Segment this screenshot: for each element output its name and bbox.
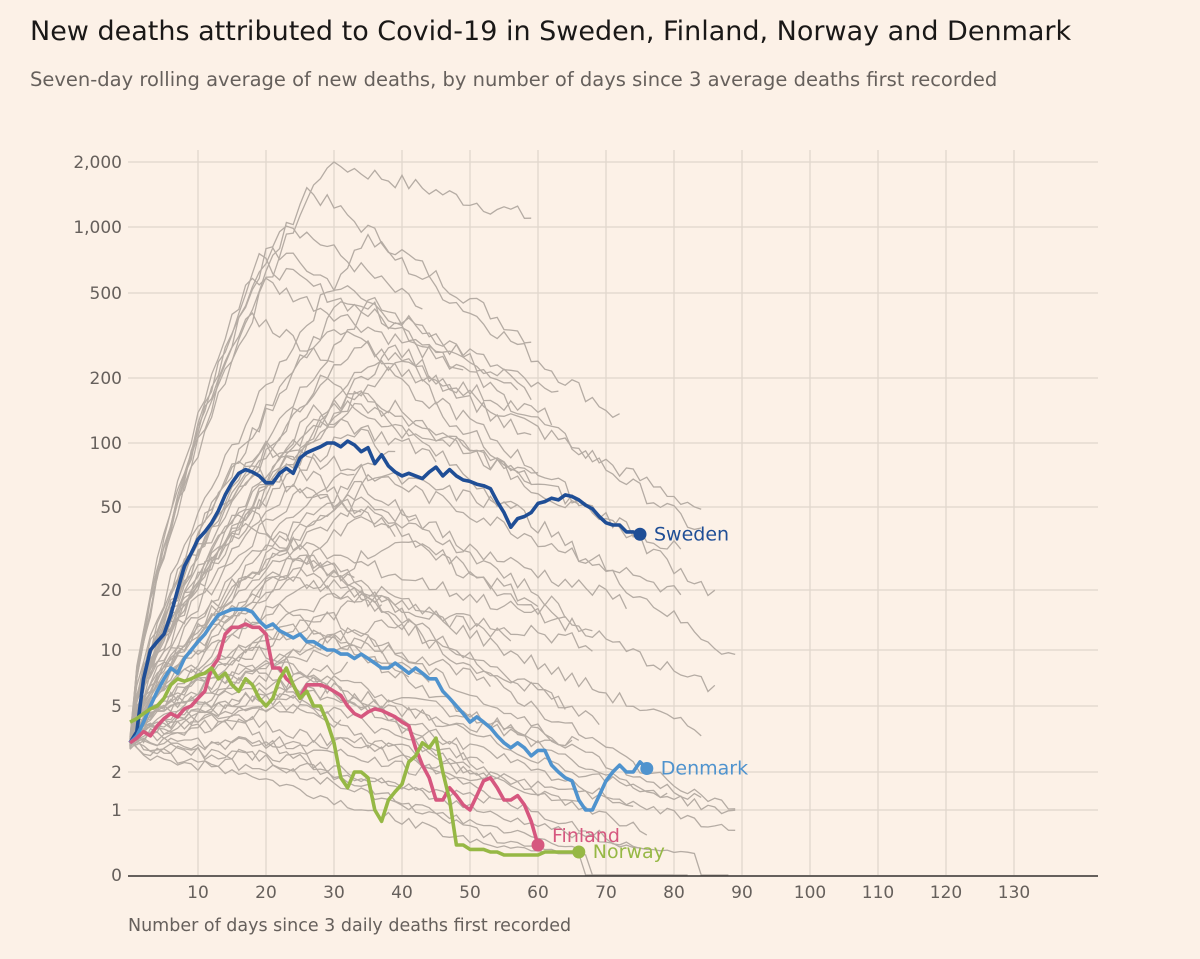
x-tick-label: 10 — [187, 883, 209, 903]
background-country-lines — [129, 161, 736, 876]
background-line — [129, 509, 736, 810]
background-line — [129, 487, 627, 746]
x-tick-label: 130 — [998, 883, 1030, 903]
y-tick-label: 1,000 — [73, 218, 122, 238]
x-tick-label: 90 — [731, 883, 753, 903]
x-axis-label: Number of days since 3 daily deaths firs… — [128, 916, 572, 936]
background-line — [129, 296, 559, 746]
background-line — [129, 602, 668, 799]
y-tick-label: 5 — [111, 697, 122, 717]
series-endpoint-finland — [531, 838, 545, 852]
y-tick-label: 50 — [100, 498, 122, 518]
x-tick-label: 30 — [323, 883, 345, 903]
y-tick-label: 0 — [111, 866, 122, 886]
background-line — [129, 736, 688, 876]
x-tick-label: 70 — [595, 883, 617, 903]
x-tick-label: 50 — [459, 883, 481, 903]
background-line — [129, 737, 491, 782]
background-line — [129, 737, 641, 849]
x-tick-label: 20 — [255, 883, 277, 903]
y-axis-ticks: 0 1 2 5 10 20 50 100 200 500 1,000 2,000 — [73, 153, 122, 886]
background-line — [129, 161, 532, 747]
background-line — [129, 496, 416, 748]
series-endpoint-norway — [572, 845, 586, 859]
background-line — [129, 252, 519, 746]
x-tick-label: 110 — [862, 883, 894, 903]
background-line — [129, 637, 410, 744]
background-line — [129, 312, 335, 737]
background-line — [129, 675, 736, 815]
background-line — [129, 700, 342, 750]
background-line — [129, 522, 593, 745]
x-tick-label: 80 — [663, 883, 685, 903]
background-line — [129, 719, 674, 876]
background-line — [129, 611, 702, 800]
series-endpoint-denmark — [640, 761, 654, 775]
background-line — [129, 402, 736, 741]
background-line — [129, 480, 566, 739]
series-line-norway — [129, 666, 579, 857]
background-line — [129, 715, 634, 807]
background-line — [129, 233, 620, 743]
series-line-denmark — [128, 607, 649, 812]
series-endpoint-sweden — [633, 527, 647, 541]
x-tick-label: 40 — [391, 883, 413, 903]
series-label-finland: Finland — [552, 825, 620, 847]
chart-title: New deaths attributed to Covid-19 in Swe… — [30, 16, 1072, 47]
series-line-sweden — [128, 439, 641, 744]
series-label-sweden: Sweden — [654, 523, 729, 545]
chart-subtitle: Seven-day rolling average of new deaths,… — [30, 68, 998, 91]
background-line — [129, 540, 716, 747]
background-line — [129, 703, 729, 876]
y-tick-label: 500 — [90, 284, 122, 304]
background-line — [129, 554, 355, 739]
series-line-finland — [128, 622, 540, 846]
y-tick-label: 200 — [90, 369, 122, 389]
background-line — [129, 623, 430, 739]
background-line — [129, 576, 593, 744]
x-tick-label: 60 — [527, 883, 549, 903]
background-line — [129, 685, 573, 747]
y-tick-label: 20 — [100, 581, 122, 601]
background-line — [129, 629, 491, 742]
background-line — [129, 428, 383, 742]
y-tick-label: 1 — [111, 801, 122, 821]
x-tick-label: 100 — [794, 883, 826, 903]
background-line — [129, 300, 702, 744]
series-label-denmark: Denmark — [661, 757, 748, 779]
background-line — [129, 246, 532, 738]
series-label-norway: Norway — [593, 841, 665, 863]
y-tick-label: 2 — [111, 763, 122, 783]
background-line — [129, 546, 410, 743]
background-line — [129, 225, 423, 748]
background-line — [129, 277, 464, 746]
y-tick-label: 10 — [100, 641, 122, 661]
background-line — [129, 741, 491, 804]
x-axis-ticks: 10 20 30 40 50 60 70 80 90 100 110 120 130 — [187, 883, 1030, 903]
background-line — [129, 186, 532, 744]
background-line — [129, 661, 736, 831]
background-line — [129, 460, 362, 741]
y-tick-label: 2,000 — [73, 153, 122, 173]
background-line — [129, 735, 579, 803]
background-line — [129, 441, 518, 739]
background-line — [129, 473, 682, 738]
x-tick-label: 120 — [930, 883, 962, 903]
y-tick-label: 100 — [90, 434, 122, 454]
